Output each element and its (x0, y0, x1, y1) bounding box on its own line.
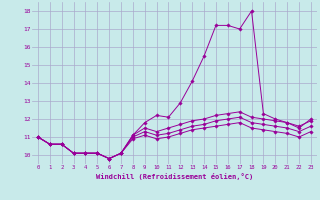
X-axis label: Windchill (Refroidissement éolien,°C): Windchill (Refroidissement éolien,°C) (96, 173, 253, 180)
